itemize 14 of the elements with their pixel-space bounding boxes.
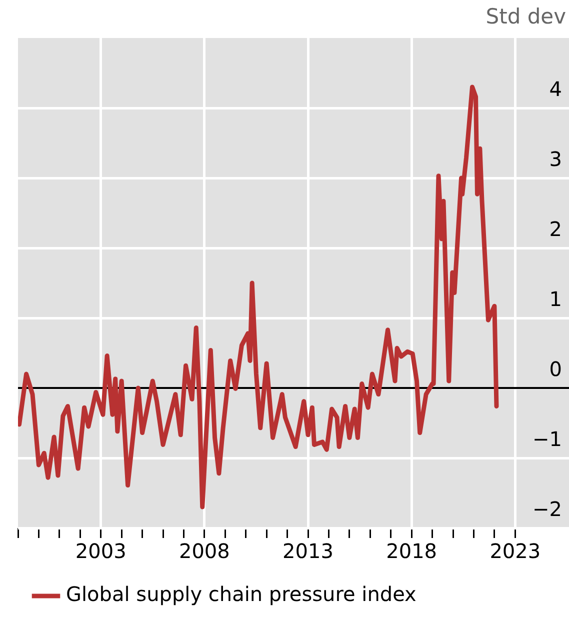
x-tick-label: 2023: [490, 539, 541, 564]
x-tick-label: 2008: [178, 539, 230, 564]
y-axis-title: Std dev: [486, 4, 566, 28]
y-tick-label: −2: [532, 497, 562, 522]
y-tick-label: 3: [549, 147, 562, 172]
x-tick-label: 2003: [75, 539, 126, 564]
x-tick-label: 2018: [386, 539, 438, 564]
legend-label: Global supply chain pressure index: [66, 582, 417, 606]
y-tick-label: 0: [549, 357, 562, 382]
x-tick-label: 2013: [282, 539, 334, 564]
y-tick-label: 1: [549, 287, 562, 312]
y-tick-label: 2: [549, 217, 562, 242]
y-tick-label: −1: [532, 427, 562, 452]
y-tick-label: 4: [549, 77, 562, 102]
